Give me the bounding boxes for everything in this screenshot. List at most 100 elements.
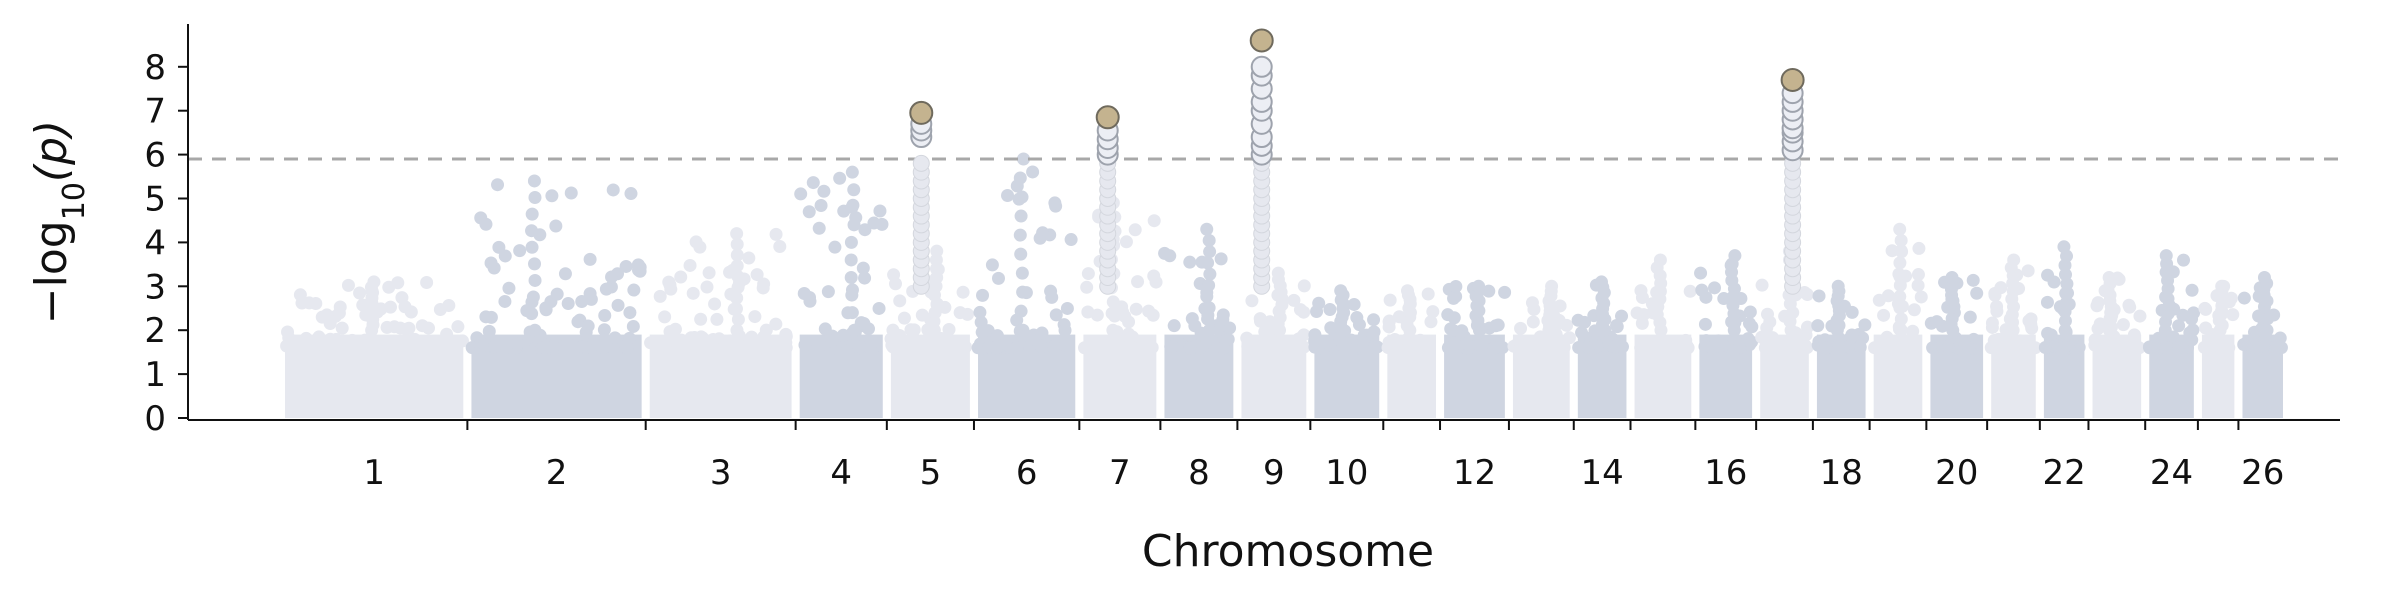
- snp-point: [280, 339, 294, 353]
- snp-point: [794, 187, 808, 201]
- snp-point: [2102, 271, 2116, 285]
- snp-point: [2058, 314, 2072, 328]
- snp-point: [1064, 233, 1078, 247]
- snp-point: [779, 327, 793, 341]
- snp-point: [991, 271, 1005, 285]
- snp-point: [513, 244, 527, 258]
- snp-point: [1167, 319, 1181, 333]
- snp-point: [873, 204, 887, 218]
- snp-point: [606, 183, 620, 197]
- snp-point: [620, 341, 634, 355]
- snp-point: [797, 287, 811, 301]
- snp-point: [1015, 190, 1029, 204]
- snp-point: [415, 341, 429, 355]
- snp-point: [751, 338, 765, 352]
- snp-point: [689, 235, 703, 249]
- snp-point: [492, 240, 506, 254]
- snp-point: [1835, 340, 1849, 354]
- snp-point: [1334, 284, 1348, 298]
- snp-point: [1635, 341, 1649, 355]
- snp-point: [510, 337, 524, 351]
- snp-point: [1324, 321, 1338, 335]
- snp-point: [488, 340, 502, 354]
- snp-point: [1048, 196, 1062, 210]
- snp-point: [1201, 256, 1215, 270]
- snp-point: [742, 251, 756, 265]
- snp-point: [1293, 303, 1307, 317]
- snp-point: [999, 337, 1013, 351]
- snp-point: [1308, 328, 1322, 342]
- snp-point: [1123, 331, 1137, 345]
- snp-point: [525, 240, 539, 254]
- snp-point: [853, 340, 867, 354]
- snp-point: [806, 176, 820, 190]
- snp-point: [1016, 285, 1030, 299]
- snp-point: [1106, 295, 1120, 309]
- snp-point: [1681, 341, 1695, 355]
- snp-point: [627, 283, 641, 297]
- snp-point: [498, 294, 512, 308]
- snp-point: [451, 320, 465, 334]
- snp-point: [1244, 339, 1258, 353]
- snp-point: [1695, 283, 1709, 297]
- snp-point: [1446, 323, 1460, 337]
- snp-point: [537, 341, 551, 355]
- snp-point: [382, 280, 396, 294]
- snp-point: [1630, 306, 1644, 320]
- snp-point: [1084, 341, 1098, 355]
- x-tick-label: 2: [546, 453, 568, 493]
- snp-point: [611, 298, 625, 312]
- snp-point: [858, 223, 872, 237]
- snp-point: [1081, 305, 1095, 319]
- snp-point: [341, 278, 355, 292]
- snp-point: [1335, 334, 1349, 348]
- snp-point: [1533, 340, 1547, 354]
- snp-point: [1755, 278, 1769, 292]
- snp-point: [1049, 308, 1063, 322]
- snp-point: [2237, 291, 2251, 305]
- snp-point: [730, 227, 744, 241]
- snp-point: [1761, 307, 1775, 321]
- snp-point: [2127, 328, 2141, 342]
- snp-point: [2098, 337, 2112, 351]
- snp-point: [1202, 323, 1216, 337]
- snp-point: [2240, 335, 2254, 349]
- y-axis-title-prefix: −log: [26, 220, 77, 324]
- snp-point: [1060, 301, 1074, 315]
- snp-point: [2040, 295, 2054, 309]
- snp-point: [2215, 279, 2229, 293]
- snp-point: [2088, 338, 2102, 352]
- snp-point: [694, 312, 708, 326]
- snp-point: [1216, 313, 1230, 327]
- snp-point: [1545, 279, 1559, 293]
- snp-point: [576, 340, 590, 354]
- snp-point: [985, 258, 999, 272]
- snp-point: [2061, 286, 2075, 300]
- snp-point: [973, 305, 987, 319]
- snp-point: [847, 323, 861, 337]
- snp-point: [326, 341, 340, 355]
- snp-point: [702, 266, 716, 280]
- y-tick-label: 6: [144, 136, 166, 176]
- snp-point: [1819, 341, 1833, 355]
- snp-point: [1553, 299, 1567, 313]
- y-axis-title: −log10(p): [26, 120, 92, 324]
- snp-point: [2058, 323, 2072, 337]
- snp-point: [825, 334, 839, 348]
- snp-point: [1893, 278, 1907, 292]
- snp-point: [1732, 340, 1746, 354]
- snp-point: [1261, 335, 1275, 349]
- snp-point: [525, 224, 539, 238]
- snp-point: [668, 322, 682, 336]
- snp-point: [769, 317, 783, 331]
- snp-point: [415, 319, 429, 333]
- snp-point: [1990, 299, 2004, 313]
- snp-point: [1845, 305, 1859, 319]
- snp-point: [953, 306, 967, 320]
- snp-point: [1014, 209, 1028, 223]
- snp-point: [1449, 289, 1463, 303]
- snp-point: [1893, 256, 1907, 270]
- snp-point: [1711, 334, 1725, 348]
- snp-point: [1963, 310, 1977, 324]
- snp-point: [1202, 278, 1216, 292]
